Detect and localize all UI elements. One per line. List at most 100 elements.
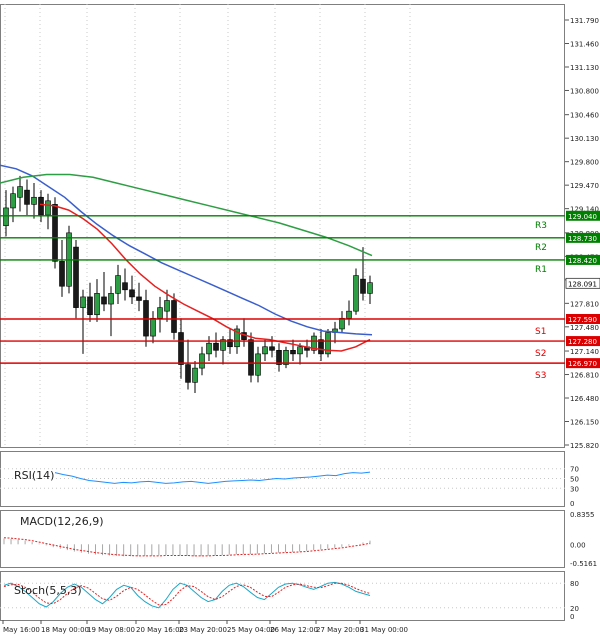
moving-average-line-1 [39, 203, 371, 352]
candle-body [108, 293, 114, 305]
candle-body [178, 332, 184, 365]
candle-body [290, 350, 296, 355]
moving-average-line-3 [0, 173, 373, 257]
candle-body [94, 293, 100, 316]
price-tick-label: 129.800 [570, 159, 599, 167]
macd-tick-label: 0.8355 [570, 511, 595, 519]
price-tick-label: 127.810 [570, 300, 599, 308]
pane-frame-main [0, 4, 565, 448]
time-tick-label: 19 May 08:00 [87, 626, 135, 634]
candle-body [227, 339, 233, 348]
price-tick-label: 129.470 [570, 182, 599, 190]
candle-body [38, 196, 44, 216]
time-tick-label: 23 May 20:00 [179, 626, 227, 634]
level-price-label: 129.040 [568, 213, 597, 221]
macd-label: MACD(12,26,9) [20, 515, 104, 528]
price-tick-label: 127.140 [570, 348, 599, 356]
moving-average-line-2 [0, 164, 373, 336]
price-tick-label: 131.460 [570, 40, 599, 48]
candle-body [31, 196, 37, 205]
price-tick-label: 129.140 [570, 206, 599, 214]
price-tick-label: 130.800 [570, 87, 599, 95]
pane-frame-stoch [0, 571, 565, 621]
candle-body [150, 317, 156, 337]
rsi-tick-label: 50 [570, 476, 579, 484]
candle-body [143, 300, 149, 337]
rsi-line [54, 471, 371, 484]
candle-body [234, 328, 240, 348]
candle-body [367, 282, 373, 294]
candle-body [297, 346, 303, 355]
time-tick-label: May 16:00 [3, 626, 40, 634]
price-tick-label: 126.810 [570, 372, 599, 380]
candle-body [101, 296, 107, 305]
level-name-s1: S1 [535, 327, 546, 337]
pane-frame-macd [0, 510, 565, 568]
candle-body [192, 367, 198, 383]
candle-body [311, 335, 317, 351]
price-tick-label: 127.480 [570, 324, 599, 332]
candle-body [185, 364, 191, 383]
macd-tick-label: 0.00 [570, 541, 586, 549]
price-tick-label: 126.480 [570, 395, 599, 403]
candle-body [346, 310, 352, 319]
level-name-s3: S3 [535, 371, 546, 381]
candle-body [164, 300, 170, 312]
candle-body [213, 342, 219, 351]
level-price-label: 126.970 [568, 360, 597, 368]
rsi-tick-label: 30 [570, 485, 579, 493]
candle-body [10, 193, 16, 209]
macd-tick-label: -0.5161 [570, 560, 597, 568]
candle-body [136, 296, 142, 301]
candle-body [87, 296, 93, 316]
candle-body [24, 189, 30, 205]
candle-body [255, 353, 261, 376]
time-tick-label: 25 May 04:00 [227, 626, 275, 634]
candle-body [115, 275, 121, 294]
level-name-s2: S2 [535, 349, 546, 359]
candle-body [171, 300, 177, 333]
candle-body [360, 278, 366, 294]
level-price-badge [566, 358, 600, 369]
time-tick-label: 18 May 00:00 [41, 626, 89, 634]
stoch-tick-label: 80 [570, 580, 579, 588]
level-price-label: 127.280 [568, 338, 597, 346]
candle-body [318, 339, 324, 355]
time-tick-label: 26 May 12:00 [270, 626, 318, 634]
stoch-label: Stoch(5,5,3) [14, 584, 82, 597]
stoch-signal-line [3, 582, 371, 606]
last-price-label: 128.091 [568, 280, 597, 288]
level-price-badge [566, 336, 600, 347]
rsi-label: RSI(14) [14, 469, 54, 482]
candle-body [283, 350, 289, 365]
level-price-badge [566, 232, 600, 243]
candle-body [129, 289, 135, 298]
level-name-r1: R1 [535, 265, 547, 275]
price-tick-label: 131.790 [570, 17, 599, 25]
time-tick-label: 20 May 16:00 [136, 626, 184, 634]
candle-body [17, 186, 23, 198]
candle-body [80, 296, 86, 308]
stoch-tick-label: 0 [570, 613, 574, 621]
candle-body [73, 246, 79, 308]
level-price-label: 128.730 [568, 235, 597, 243]
candle-body [157, 307, 163, 319]
rsi-tick-label: 70 [570, 466, 579, 474]
candle-body [45, 200, 51, 216]
candle-body [325, 332, 331, 355]
level-price-label: 128.420 [568, 257, 597, 265]
candle-body [59, 261, 65, 287]
price-tick-label: 130.130 [570, 135, 599, 143]
level-price-badge [566, 210, 600, 221]
candle-body [220, 339, 226, 351]
candle-body [248, 339, 254, 376]
rsi-tick-label: 0 [570, 500, 574, 508]
candle-body [3, 207, 9, 227]
price-tick-label: 130.460 [570, 112, 599, 120]
candle-body [122, 282, 128, 291]
level-price-badge [566, 313, 600, 324]
candle-body [206, 342, 212, 355]
time-tick-label: 27 May 20:00 [316, 626, 364, 634]
time-tick-label: 31 May 00:00 [360, 626, 408, 634]
